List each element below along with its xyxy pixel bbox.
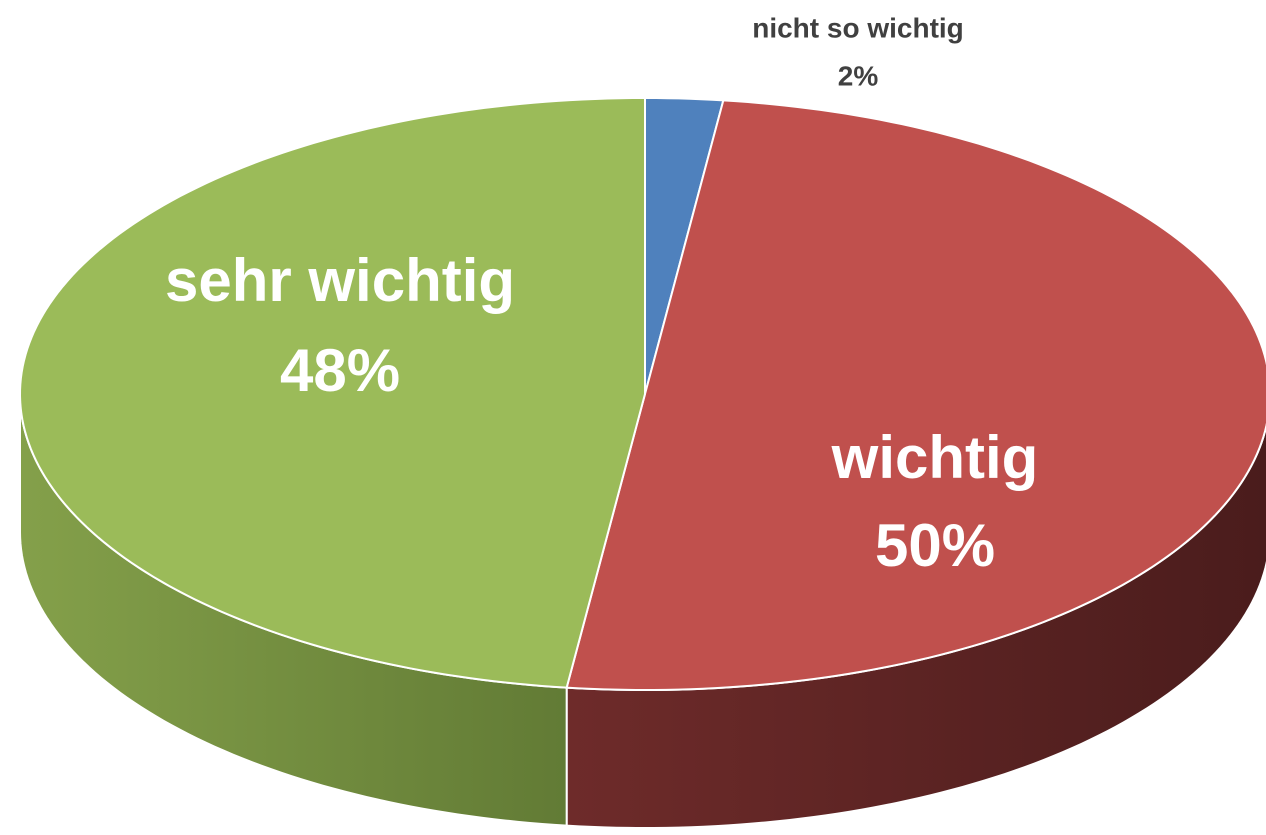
slice <box>19 96 646 689</box>
category-label: nicht so wichtig <box>752 12 964 43</box>
slice <box>565 99 1266 691</box>
category-label: sehr wichtig <box>165 247 515 314</box>
value-label: 2% <box>838 60 879 91</box>
value-label: 50% <box>875 512 995 579</box>
category-label: wichtig <box>831 424 1039 491</box>
value-label: 48% <box>280 337 400 404</box>
